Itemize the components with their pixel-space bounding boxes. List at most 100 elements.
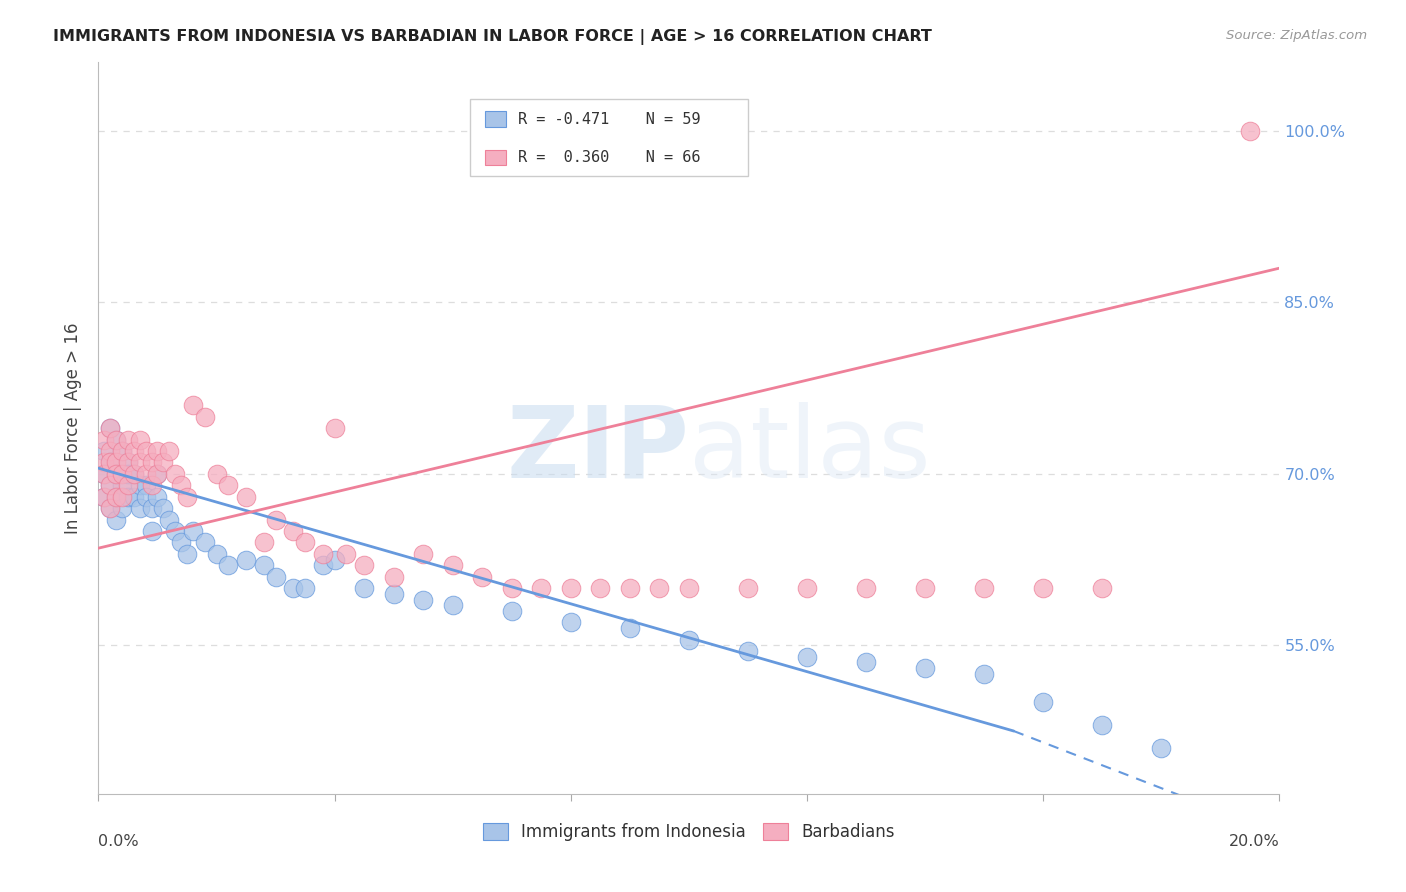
Point	[105, 433, 128, 447]
Point	[914, 661, 936, 675]
Point	[412, 547, 434, 561]
Point	[122, 490, 145, 504]
Point	[117, 455, 139, 469]
Point	[501, 581, 523, 595]
Point	[589, 581, 612, 595]
Point	[1032, 581, 1054, 595]
FancyBboxPatch shape	[471, 99, 748, 176]
Point	[93, 467, 115, 481]
Point	[560, 581, 582, 595]
Point	[501, 604, 523, 618]
Point	[98, 455, 121, 469]
Point	[323, 421, 346, 435]
Point	[235, 552, 257, 566]
Point	[128, 501, 150, 516]
Point	[122, 467, 145, 481]
Point	[973, 581, 995, 595]
Point	[412, 592, 434, 607]
Point	[205, 467, 228, 481]
Point	[135, 478, 157, 492]
Point	[648, 581, 671, 595]
Point	[1150, 741, 1173, 756]
Point	[141, 501, 163, 516]
Point	[235, 490, 257, 504]
Point	[98, 478, 121, 492]
Point	[146, 490, 169, 504]
Point	[294, 581, 316, 595]
Text: 0.0%: 0.0%	[98, 834, 139, 849]
Point	[283, 581, 305, 595]
Point	[170, 478, 193, 492]
Point	[93, 444, 115, 458]
Point	[93, 490, 115, 504]
Point	[217, 558, 239, 573]
Point	[111, 478, 134, 492]
Point	[1091, 581, 1114, 595]
Text: R = -0.471    N = 59: R = -0.471 N = 59	[517, 112, 700, 127]
Point	[217, 478, 239, 492]
Point	[973, 666, 995, 681]
Point	[335, 547, 357, 561]
Point	[264, 512, 287, 526]
Point	[146, 467, 169, 481]
Point	[914, 581, 936, 595]
Point	[117, 433, 139, 447]
Point	[1091, 718, 1114, 732]
Point	[560, 615, 582, 630]
Point	[737, 644, 759, 658]
Point	[152, 501, 174, 516]
Point	[105, 455, 128, 469]
Point	[122, 467, 145, 481]
Point	[170, 535, 193, 549]
Point	[441, 558, 464, 573]
Point	[128, 478, 150, 492]
Point	[194, 535, 217, 549]
Point	[1032, 695, 1054, 709]
Point	[93, 455, 115, 469]
Point	[619, 621, 641, 635]
Point	[117, 455, 139, 469]
Point	[283, 524, 305, 538]
Point	[98, 421, 121, 435]
Point	[353, 558, 375, 573]
Point	[135, 490, 157, 504]
Point	[619, 581, 641, 595]
Point	[141, 524, 163, 538]
Point	[105, 467, 128, 481]
Text: ZIP: ZIP	[506, 401, 689, 499]
Y-axis label: In Labor Force | Age > 16: In Labor Force | Age > 16	[65, 322, 83, 534]
Point	[382, 570, 405, 584]
Point	[530, 581, 553, 595]
Point	[157, 512, 180, 526]
Point	[323, 552, 346, 566]
Point	[855, 656, 877, 670]
Point	[98, 421, 121, 435]
Point	[105, 490, 128, 504]
Point	[93, 467, 115, 481]
Point	[105, 512, 128, 526]
Point	[111, 444, 134, 458]
Text: IMMIGRANTS FROM INDONESIA VS BARBADIAN IN LABOR FORCE | AGE > 16 CORRELATION CHA: IMMIGRANTS FROM INDONESIA VS BARBADIAN I…	[53, 29, 932, 45]
Point	[194, 409, 217, 424]
Point	[165, 524, 187, 538]
Legend: Immigrants from Indonesia, Barbadians: Immigrants from Indonesia, Barbadians	[477, 816, 901, 847]
Point	[93, 433, 115, 447]
Text: Source: ZipAtlas.com: Source: ZipAtlas.com	[1226, 29, 1367, 42]
Point	[152, 455, 174, 469]
Point	[122, 444, 145, 458]
Point	[678, 632, 700, 647]
Point	[294, 535, 316, 549]
Point	[678, 581, 700, 595]
Point	[796, 649, 818, 664]
Point	[382, 587, 405, 601]
Point	[98, 455, 121, 469]
Point	[98, 478, 121, 492]
Point	[105, 490, 128, 504]
Point	[111, 467, 134, 481]
Point	[441, 599, 464, 613]
Point	[176, 547, 198, 561]
Point	[181, 398, 204, 412]
Point	[353, 581, 375, 595]
Point	[128, 455, 150, 469]
Point	[165, 467, 187, 481]
